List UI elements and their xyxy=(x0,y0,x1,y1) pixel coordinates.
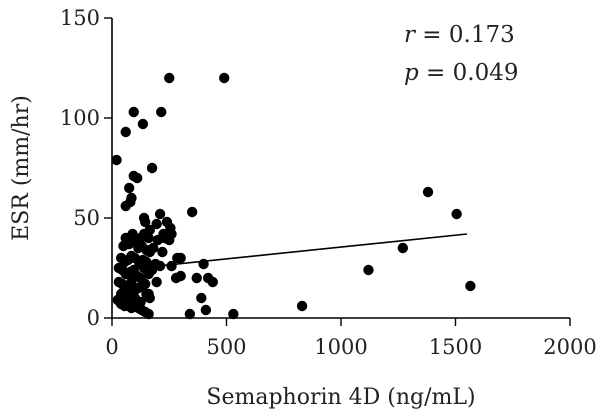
regression-line xyxy=(118,233,468,271)
data-points xyxy=(111,72,476,320)
data-point xyxy=(123,182,135,194)
ticks xyxy=(104,17,571,326)
data-point xyxy=(111,154,122,166)
r-value: = 0.173 xyxy=(415,22,515,48)
data-point xyxy=(184,308,196,320)
data-point xyxy=(148,242,159,254)
data-point xyxy=(146,162,158,174)
y-tick-label: 50 xyxy=(73,206,100,230)
data-point xyxy=(219,72,230,84)
x-tick-label: 1500 xyxy=(429,335,482,359)
x-tick-label: 2000 xyxy=(543,335,596,359)
data-point xyxy=(156,106,167,118)
data-point xyxy=(154,208,166,220)
data-point xyxy=(397,242,409,254)
y-tick-label: 0 xyxy=(87,306,100,330)
data-point xyxy=(186,206,198,218)
r-symbol: r xyxy=(404,22,417,48)
data-point xyxy=(175,270,186,282)
data-point xyxy=(200,304,212,316)
data-point xyxy=(140,278,151,290)
data-point xyxy=(164,72,175,84)
data-point xyxy=(137,118,149,130)
data-point xyxy=(296,300,308,312)
data-point xyxy=(151,218,162,230)
x-tick-label: 500 xyxy=(206,335,246,359)
data-point xyxy=(143,308,154,320)
data-point xyxy=(422,186,434,198)
data-point xyxy=(120,200,131,212)
data-point xyxy=(363,264,374,276)
data-point xyxy=(175,252,186,264)
data-point xyxy=(157,246,168,258)
data-point xyxy=(151,276,162,288)
data-point xyxy=(166,228,177,240)
data-point xyxy=(140,216,151,228)
data-point xyxy=(196,292,207,304)
data-point xyxy=(128,106,139,118)
p-value-annotation: p = 0.049 xyxy=(404,60,518,86)
y-tick-label: 100 xyxy=(60,106,100,130)
p-symbol: p xyxy=(404,60,419,86)
data-point xyxy=(207,276,218,288)
tick-labels: 0 500 1000 1500 2000 0 50 100 150 xyxy=(60,6,597,359)
correlation-annotation: r = 0.173 xyxy=(404,22,515,48)
data-point xyxy=(120,126,131,138)
y-axis-title: ESR (mm/hr) xyxy=(9,95,34,241)
data-point xyxy=(191,272,202,284)
data-point xyxy=(451,208,462,220)
data-point xyxy=(131,172,143,184)
x-tick-label: 0 xyxy=(105,335,118,359)
y-tick-label: 150 xyxy=(60,6,100,30)
data-point xyxy=(166,260,177,272)
data-point xyxy=(465,280,476,292)
data-point xyxy=(123,238,135,250)
data-point xyxy=(228,308,239,320)
data-point xyxy=(143,232,154,244)
data-point xyxy=(144,292,155,304)
data-point xyxy=(127,228,138,240)
data-point xyxy=(126,276,137,288)
x-axis-title: Semaphorin 4D (ng/mL) xyxy=(206,385,475,410)
x-tick-label: 1000 xyxy=(314,335,367,359)
p-value: = 0.049 xyxy=(419,60,519,86)
